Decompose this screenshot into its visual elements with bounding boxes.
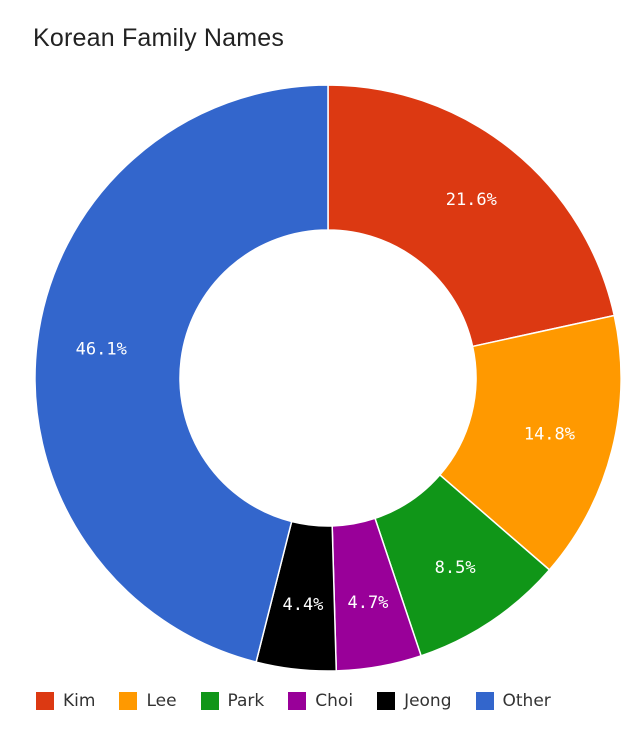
slice-kim	[327, 84, 616, 348]
slice-label-kim: 21.6%	[446, 190, 497, 210]
slice-label-jeong: 4.4%	[282, 595, 323, 615]
legend-label-lee: Lee	[146, 691, 177, 711]
legend-item-park: Park	[200, 691, 265, 711]
legend-label-jeong: Jeong	[404, 691, 452, 711]
legend-item-kim: Kim	[36, 691, 95, 711]
legend-label-choi: Choi	[315, 691, 354, 711]
slice-label-lee: 14.8%	[524, 424, 575, 444]
legend-item-choi: Choi	[288, 691, 353, 711]
slice-labels: 21.6% 14.8% 8.5% 4.7% 4.4% 46.1%	[76, 190, 575, 615]
donut-slices	[34, 84, 622, 672]
chart-legend: Kim Lee Park Choi Jeong Other	[36, 691, 551, 711]
slice-other	[34, 84, 329, 663]
legend-swatch-lee	[119, 692, 138, 710]
legend-swatch-park	[200, 692, 219, 710]
legend-item-lee: Lee	[119, 691, 177, 711]
slice-label-other: 46.1%	[76, 340, 127, 360]
legend-item-other: Other	[475, 691, 551, 711]
legend-swatch-choi	[288, 692, 307, 710]
slice-label-choi: 4.7%	[347, 593, 388, 613]
slice-label-park: 8.5%	[435, 558, 476, 578]
legend-item-jeong: Jeong	[377, 691, 452, 711]
legend-swatch-kim	[36, 692, 54, 710]
legend-label-other: Other	[502, 691, 551, 711]
slice-lee	[438, 314, 622, 571]
legend-swatch-other	[475, 692, 494, 710]
legend-label-park: Park	[227, 691, 265, 711]
chart-title: Korean Family Names	[33, 24, 285, 52]
legend-swatch-jeong	[377, 692, 396, 710]
legend-label-kim: Kim	[63, 691, 96, 711]
